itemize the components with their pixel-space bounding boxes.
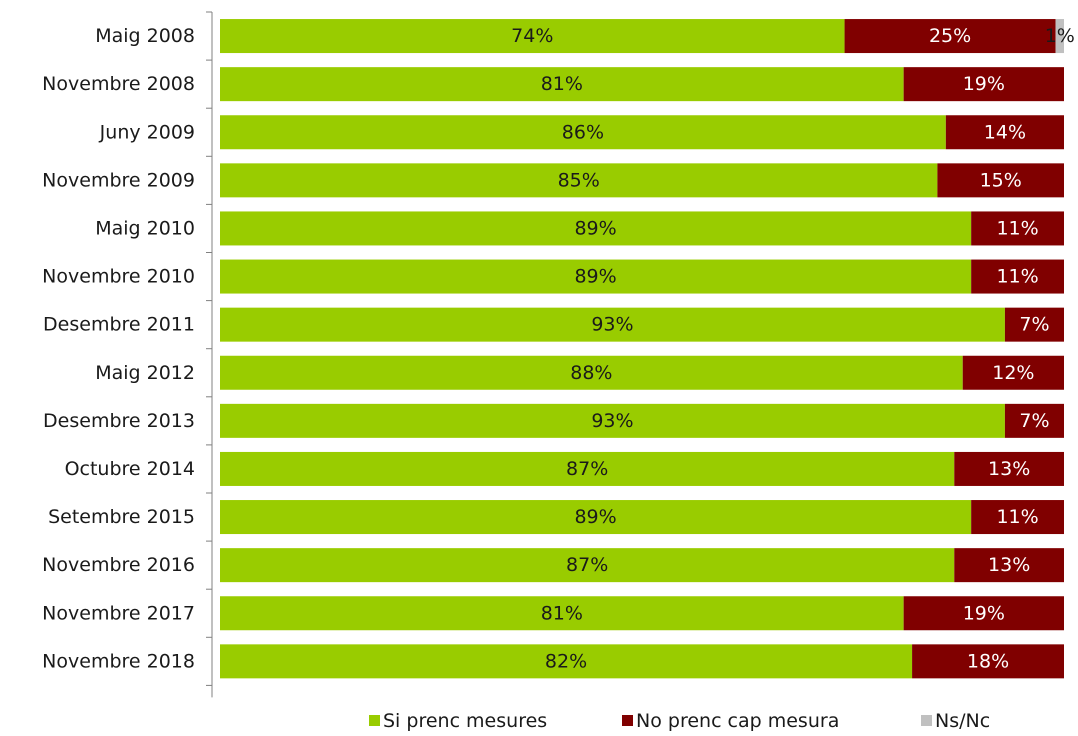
bar-segment	[220, 211, 972, 246]
bar-segment	[220, 548, 955, 583]
category-label: Maig 2012	[95, 362, 195, 384]
data-label: 11%	[996, 506, 1038, 528]
bar-segment	[220, 19, 845, 54]
data-label: 85%	[558, 169, 600, 191]
bar-segment	[912, 644, 1064, 679]
legend: Si prenc mesures No prenc cap mesura Ns/Nc	[369, 710, 990, 732]
data-label: 25%	[929, 25, 971, 47]
bar-segment	[954, 548, 1064, 583]
bar-segment	[220, 67, 904, 102]
category-label: Octubre 2014	[65, 458, 195, 480]
data-label: 93%	[591, 410, 633, 432]
bar-segment	[962, 355, 1064, 390]
bar-segment	[220, 596, 904, 631]
legend-label: Si prenc mesures	[383, 710, 547, 732]
data-label: 81%	[541, 73, 583, 95]
data-label: 11%	[996, 266, 1038, 288]
category-label: Juny 2009	[99, 121, 195, 143]
data-label: 93%	[591, 314, 633, 336]
bar-segment	[220, 403, 1005, 438]
data-label: 89%	[574, 266, 616, 288]
bar-segment	[220, 644, 913, 679]
bar-segment	[903, 596, 1064, 631]
bar-segment	[220, 115, 946, 150]
category-axis	[206, 11, 213, 698]
bar-segment	[903, 67, 1064, 102]
category-label: Novembre 2018	[42, 650, 195, 672]
category-label: Novembre 2010	[42, 266, 195, 288]
category-label: Novembre 2009	[42, 169, 195, 191]
data-label: 13%	[988, 458, 1030, 480]
data-label: 86%	[562, 121, 604, 143]
bar-segment	[945, 115, 1064, 150]
bar-segment	[937, 163, 1064, 198]
data-label: 11%	[996, 217, 1038, 239]
category-labels: Maig 2008 Novembre 2008 Juny 2009 Novembre …	[42, 25, 195, 672]
bar-segment	[954, 451, 1064, 486]
data-label: 12%	[992, 362, 1034, 384]
data-label: 87%	[566, 554, 608, 576]
bar-segment	[971, 211, 1064, 246]
data-label: 74%	[511, 25, 553, 47]
bar-segment	[220, 307, 1005, 342]
data-label: 82%	[545, 650, 587, 672]
data-label: 7%	[1019, 314, 1049, 336]
bars-area: 74% 25% 1% 81% 19% 86% 14% 85% 15% 89% 11% 89% 11% 93…	[220, 19, 1075, 679]
legend-label: No prenc cap mesura	[636, 710, 839, 732]
data-label: 13%	[988, 554, 1030, 576]
bar-segment	[220, 451, 955, 486]
data-label: 81%	[541, 602, 583, 624]
category-label: Maig 2008	[95, 25, 195, 47]
bar-segment	[220, 163, 938, 198]
bar-segment	[971, 500, 1064, 535]
data-label: 14%	[984, 121, 1026, 143]
category-label: Novembre 2008	[42, 73, 195, 95]
data-label: 1%	[1045, 25, 1075, 47]
category-label: Setembre 2015	[48, 506, 195, 528]
category-label: Desembre 2011	[43, 314, 195, 336]
legend-swatch	[369, 715, 380, 726]
category-label: Maig 2010	[95, 217, 195, 239]
legend-swatch	[622, 715, 633, 726]
bar-segment	[971, 259, 1064, 294]
bar-segment	[220, 355, 963, 390]
category-label: Desembre 2013	[43, 410, 195, 432]
legend-label: Ns/Nc	[935, 710, 990, 732]
bar-segment	[220, 500, 972, 535]
data-label: 88%	[570, 362, 612, 384]
category-label: Novembre 2016	[42, 554, 195, 576]
category-label: Novembre 2017	[42, 602, 195, 624]
data-label: 87%	[566, 458, 608, 480]
data-label: 19%	[963, 73, 1005, 95]
data-label: 15%	[980, 169, 1022, 191]
data-label: 18%	[967, 650, 1009, 672]
bar-segment	[220, 259, 972, 294]
legend-swatch	[921, 715, 932, 726]
data-label: 7%	[1019, 410, 1049, 432]
data-label: 89%	[574, 506, 616, 528]
bar-segment	[1004, 307, 1064, 342]
data-label: 89%	[574, 217, 616, 239]
data-label: 19%	[963, 602, 1005, 624]
bar-segment	[1004, 403, 1064, 438]
bar-segment	[1055, 19, 1064, 54]
bar-segment	[844, 19, 1056, 54]
